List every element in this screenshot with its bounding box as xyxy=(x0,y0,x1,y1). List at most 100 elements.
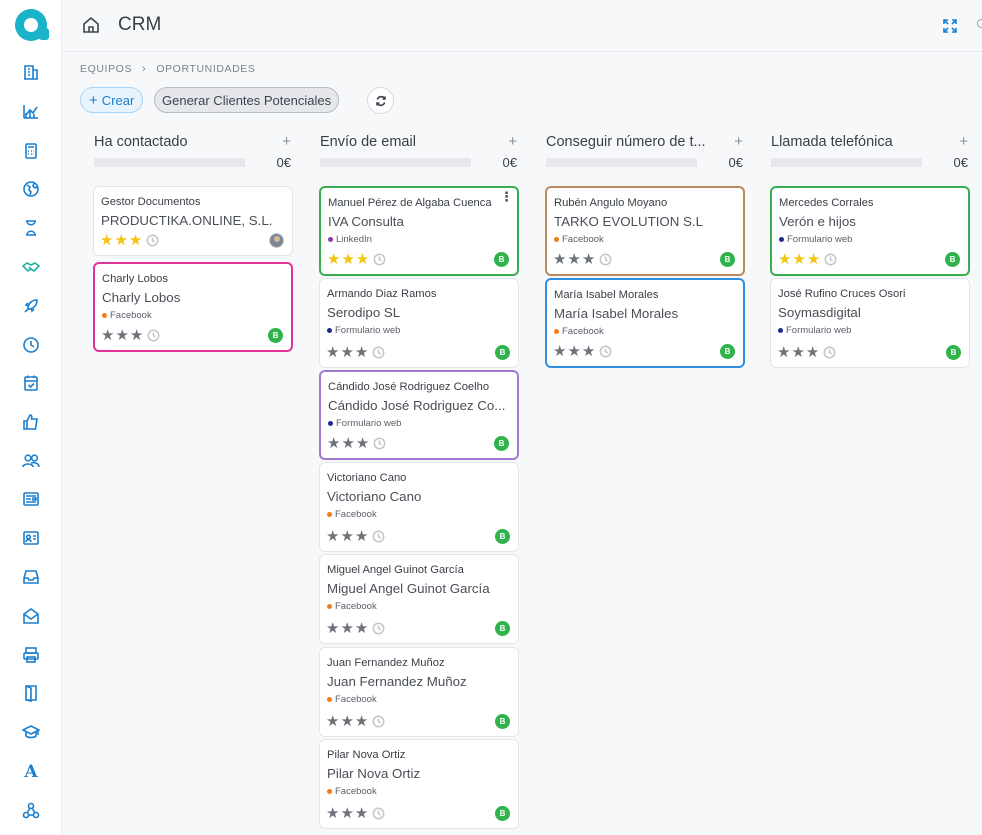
priority-stars[interactable]: ★ ★ ★ xyxy=(100,233,159,248)
sidebar-item-id-card[interactable] xyxy=(19,487,43,511)
opportunity-card[interactable]: Rubén Angulo Moyano TARKO EVOLUTION S.L Fa… xyxy=(545,186,745,276)
add-card-icon[interactable]: + xyxy=(734,133,743,150)
expand-icon[interactable] xyxy=(942,18,958,34)
opportunity-card[interactable]: Juan Fernandez Muñoz Juan Fernandez Muñoz… xyxy=(319,647,519,737)
opportunity-card[interactable]: Gestor Documentos PRODUCTIKA.ONLINE, S.L.… xyxy=(93,186,293,256)
star-icon[interactable]: ★ xyxy=(354,344,369,361)
star-icon[interactable]: ★ xyxy=(581,251,596,268)
star-icon[interactable]: ★ xyxy=(128,232,143,249)
star-icon[interactable]: ★ xyxy=(340,713,354,730)
star-icon[interactable]: ★ xyxy=(792,251,806,268)
star-icon[interactable]: ★ xyxy=(326,805,340,822)
sidebar-item-building[interactable] xyxy=(19,60,43,84)
sidebar-item-modules[interactable] xyxy=(19,799,43,823)
more-options-icon[interactable]: ⋮ xyxy=(500,189,513,204)
clock-icon[interactable] xyxy=(599,345,612,358)
owner-badge[interactable]: B xyxy=(495,714,510,729)
star-icon[interactable]: ★ xyxy=(567,251,581,268)
owner-badge[interactable]: B xyxy=(720,344,735,359)
star-icon[interactable]: ★ xyxy=(778,251,792,268)
clock-icon[interactable] xyxy=(372,715,385,728)
star-icon[interactable]: ★ xyxy=(327,435,341,452)
opportunity-card[interactable]: Charly Lobos Charly Lobos Facebook ★ ★ ★ B xyxy=(93,262,293,352)
clock-icon[interactable] xyxy=(599,253,612,266)
add-card-icon[interactable]: + xyxy=(508,133,517,150)
star-icon[interactable]: ★ xyxy=(791,344,805,361)
sidebar-item-rocket[interactable] xyxy=(19,294,43,318)
opportunity-card[interactable]: Pilar Nova Ortiz Pilar Nova Ortiz Facebook… xyxy=(319,739,519,829)
star-icon[interactable]: ★ xyxy=(100,232,114,249)
priority-stars[interactable]: ★ ★ ★ xyxy=(326,529,385,544)
priority-stars[interactable]: ★ ★ ★ xyxy=(101,328,160,343)
priority-stars[interactable]: ★ ★ ★ xyxy=(326,345,385,360)
opportunity-card[interactable]: Manuel Pérez de Algaba Cuenca IVA Consult… xyxy=(319,186,519,276)
opportunity-card[interactable]: Miguel Angel Guinot García Miguel Angel G… xyxy=(319,554,519,644)
clock-icon[interactable] xyxy=(146,234,159,247)
opportunity-card[interactable]: María Isabel Morales María Isabel Morales… xyxy=(545,278,745,368)
owner-badge[interactable]: B xyxy=(495,529,510,544)
star-icon[interactable]: ★ xyxy=(553,343,567,360)
owner-badge[interactable]: B xyxy=(268,328,283,343)
star-icon[interactable]: ★ xyxy=(355,251,370,268)
owner-badge[interactable]: B xyxy=(495,806,510,821)
star-icon[interactable]: ★ xyxy=(567,343,581,360)
sidebar-item-calendar-check[interactable] xyxy=(19,371,43,395)
priority-stars[interactable]: ★ ★ ★ xyxy=(553,252,612,267)
opportunity-card[interactable]: José Rufino Cruces Osori Soymasdigital For… xyxy=(770,278,970,368)
star-icon[interactable]: ★ xyxy=(340,620,354,637)
refresh-button[interactable] xyxy=(367,87,394,114)
app-logo[interactable] xyxy=(15,9,49,41)
clock-icon[interactable] xyxy=(372,346,385,359)
priority-stars[interactable]: ★ ★ ★ xyxy=(326,714,385,729)
star-icon[interactable]: ★ xyxy=(115,327,129,344)
star-icon[interactable]: ★ xyxy=(355,435,370,452)
star-icon[interactable]: ★ xyxy=(326,620,340,637)
add-card-icon[interactable]: + xyxy=(282,133,291,150)
add-card-icon[interactable]: + xyxy=(959,133,968,150)
star-icon[interactable]: ★ xyxy=(129,327,144,344)
star-icon[interactable]: ★ xyxy=(340,528,354,545)
star-icon[interactable]: ★ xyxy=(354,713,369,730)
star-icon[interactable]: ★ xyxy=(114,232,128,249)
sidebar-item-inbox[interactable] xyxy=(19,565,43,589)
star-icon[interactable]: ★ xyxy=(326,344,340,361)
star-icon[interactable]: ★ xyxy=(327,251,341,268)
star-icon[interactable]: ★ xyxy=(581,343,596,360)
sidebar-item-contact-card[interactable] xyxy=(19,526,43,550)
sidebar-item-users[interactable] xyxy=(19,449,43,473)
star-icon[interactable]: ★ xyxy=(553,251,567,268)
owner-badge[interactable]: B xyxy=(945,252,960,267)
clock-icon[interactable] xyxy=(824,253,837,266)
star-icon[interactable]: ★ xyxy=(354,620,369,637)
priority-stars[interactable]: ★ ★ ★ xyxy=(327,252,386,267)
priority-stars[interactable]: ★ ★ ★ xyxy=(326,621,385,636)
breadcrumb-item-equipos[interactable]: EQUIPOS xyxy=(80,63,133,75)
star-icon[interactable]: ★ xyxy=(777,344,791,361)
owner-badge[interactable]: B xyxy=(946,345,961,360)
star-icon[interactable]: ★ xyxy=(354,805,369,822)
clock-icon[interactable] xyxy=(372,530,385,543)
star-icon[interactable]: ★ xyxy=(340,344,354,361)
home-icon[interactable] xyxy=(81,15,101,35)
sidebar-item-calculator[interactable] xyxy=(19,139,43,163)
star-icon[interactable]: ★ xyxy=(326,713,340,730)
priority-stars[interactable]: ★ ★ ★ xyxy=(327,436,386,451)
star-icon[interactable]: ★ xyxy=(354,528,369,545)
sidebar-item-mail-open[interactable] xyxy=(19,604,43,628)
star-icon[interactable]: ★ xyxy=(805,344,820,361)
create-button[interactable]: + Crear xyxy=(80,87,144,113)
sidebar-item-graduation-cap[interactable] xyxy=(19,720,43,744)
owner-badge[interactable]: B xyxy=(494,252,509,267)
sidebar-item-font[interactable]: A xyxy=(19,760,43,784)
clock-icon[interactable] xyxy=(823,346,836,359)
clock-icon[interactable] xyxy=(372,807,385,820)
star-icon[interactable]: ★ xyxy=(341,435,355,452)
sidebar-item-clock[interactable] xyxy=(19,333,43,357)
star-icon[interactable]: ★ xyxy=(326,528,340,545)
sidebar-item-hourglass[interactable] xyxy=(19,216,43,240)
star-icon[interactable]: ★ xyxy=(101,327,115,344)
owner-badge[interactable]: B xyxy=(720,252,735,267)
avatar[interactable] xyxy=(269,233,284,248)
priority-stars[interactable]: ★ ★ ★ xyxy=(553,344,612,359)
clock-icon[interactable] xyxy=(373,437,386,450)
